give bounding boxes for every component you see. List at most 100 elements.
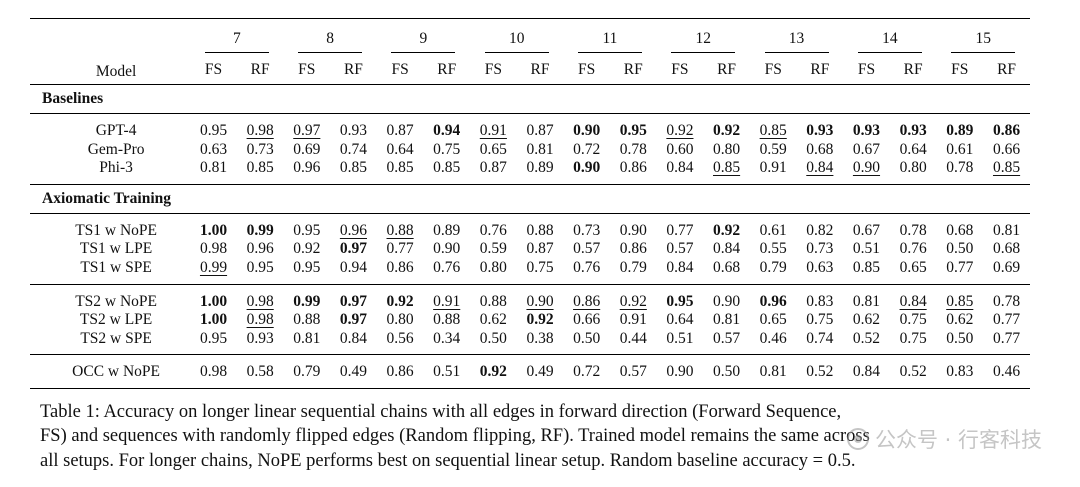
accuracy-value: 0.52 (899, 363, 927, 381)
accuracy-cell: 0.86 (563, 283, 610, 312)
table-row: Phi-3 0.81 0.85 0.96 0.85 0.85 0.85 0.87 0.89 0.9… (30, 159, 1030, 184)
accuracy-cell: 0.90 (609, 212, 657, 241)
accuracy-value: 0.85 (246, 159, 274, 177)
accuracy-value: 0.66 (573, 311, 601, 329)
accuracy-value: 0.98 (246, 311, 274, 329)
accuracy-value: 0.38 (526, 329, 554, 347)
accuracy-value: 0.85 (946, 292, 974, 310)
accuracy-cell: 0.93 (330, 112, 377, 141)
accuracy-value: 0.62 (946, 311, 974, 329)
accuracy-cell: 0.95 (190, 112, 237, 141)
accuracy-value: 0.81 (293, 329, 321, 347)
accuracy-value: 0.57 (619, 363, 647, 381)
accuracy-value: 0.85 (759, 122, 787, 139)
accuracy-value: 0.86 (619, 159, 647, 177)
accuracy-cell: 0.88 (283, 311, 330, 330)
section-row: Axiomatic Training (30, 183, 1030, 214)
accuracy-cell: 0.92 (517, 311, 564, 330)
accuracy-value: 0.77 (386, 240, 414, 258)
accuracy-cell: 0.95 (283, 259, 330, 284)
accuracy-value: 0.92 (619, 292, 647, 310)
chain-length-label: 10 (484, 30, 549, 53)
accuracy-value: 0.78 (946, 159, 974, 177)
rf-column-header: RF (623, 61, 643, 78)
accuracy-cell: 0.91 (470, 112, 517, 141)
accuracy-value: 0.90 (666, 363, 694, 381)
accuracy-cell: 0.98 (190, 354, 237, 389)
accuracy-cell: 0.92 (703, 112, 750, 141)
accuracy-cell: 0.95 (656, 283, 704, 312)
accuracy-cell: 0.85 (983, 159, 1030, 184)
accuracy-cell: 0.63 (797, 259, 844, 284)
accuracy-cell: 0.84 (657, 259, 704, 284)
accuracy-value: 0.87 (386, 122, 414, 139)
table-row: OCC w NoPE 0.98 0.58 0.79 0.49 0.86 0.51 0.92 0.… (30, 354, 1030, 389)
accuracy-value: 0.98 (199, 363, 228, 381)
model-name-cell: GPT-4 (30, 112, 191, 141)
accuracy-cell: 0.69 (283, 141, 330, 160)
table-row: Gem-Pro 0.63 0.73 0.69 0.74 0.64 0.75 0.65 0.81 0… (30, 141, 1030, 160)
accuracy-cell: 0.51 (843, 240, 890, 259)
accuracy-cell: 0.90 (423, 240, 470, 259)
accuracy-cell: 0.62 (843, 311, 890, 330)
accuracy-value: 0.58 (246, 363, 274, 381)
accuracy-value: 0.75 (526, 258, 554, 276)
accuracy-cell: 0.80 (703, 141, 750, 160)
accuracy-value: 0.51 (666, 329, 694, 347)
accuracy-value: 1.00 (199, 221, 228, 239)
chain-length-header: 7 (190, 18, 284, 56)
accuracy-cell: 0.84 (330, 330, 377, 355)
accuracy-cell: 0.56 (377, 330, 424, 355)
accuracy-cell: 0.90 (516, 283, 564, 312)
accuracy-value: 0.51 (852, 240, 881, 258)
accuracy-cell: 0.64 (657, 311, 704, 330)
model-name-cell: TS1 w SPE (80, 258, 152, 276)
accuracy-cell: 0.82 (796, 212, 844, 241)
rf-column-header: RF (997, 61, 1017, 78)
accuracy-cell: 0.34 (423, 330, 470, 355)
table-body: Baselines GPT-4 0.95 0.98 0.97 0.93 0.87 0.94 0.… (30, 84, 1030, 389)
accuracy-value: 0.65 (759, 311, 787, 329)
accuracy-value: 0.86 (386, 258, 414, 276)
table-row: TS2 w LPE 1.00 0.98 0.88 0.97 0.80 0.88 0.62 0.9… (30, 311, 1030, 330)
accuracy-value: 0.97 (293, 122, 321, 139)
accuracy-cell: 1.00 (190, 212, 237, 241)
accuracy-cell: 0.65 (890, 259, 937, 284)
accuracy-value: 0.97 (339, 292, 367, 310)
accuracy-value: 0.83 (946, 363, 974, 381)
accuracy-cell: 0.66 (983, 141, 1030, 160)
accuracy-value: 0.52 (852, 329, 881, 347)
accuracy-value: 0.75 (899, 311, 927, 329)
accuracy-cell: 0.85 (749, 112, 797, 141)
accuracy-cell: 0.50 (936, 240, 983, 259)
accuracy-cell: 0.57 (609, 354, 657, 389)
accuracy-cell: 0.88 (470, 283, 517, 312)
header-row-metrics: FS RF FS RF FS RF FS RF FS RF FS RF FS RF FS RF FS RF (30, 56, 1030, 85)
accuracy-value: 0.90 (526, 292, 554, 310)
section-row: Baselines (30, 84, 1030, 114)
accuracy-cell: 0.57 (563, 240, 610, 259)
fs-column-header: FS (298, 61, 316, 78)
accuracy-cell: 0.87 (517, 240, 564, 259)
rf-column-header: RF (717, 61, 737, 78)
accuracy-cell: 0.76 (890, 240, 937, 259)
accuracy-cell: 0.73 (237, 141, 284, 160)
accuracy-cell: 0.59 (470, 240, 517, 259)
chain-length-label: 9 (391, 30, 456, 53)
accuracy-value: 0.75 (899, 329, 927, 347)
accuracy-cell: 0.92 (470, 354, 517, 389)
accuracy-cell: 0.52 (889, 354, 937, 389)
accuracy-cell: 0.84 (889, 283, 937, 312)
accuracy-value: 0.90 (713, 292, 741, 310)
accuracy-cell: 0.49 (330, 354, 377, 389)
accuracy-value: 0.50 (713, 363, 741, 381)
accuracy-value: 0.92 (713, 221, 741, 239)
accuracy-cell: 0.63 (190, 141, 237, 160)
accuracy-cell: 0.75 (797, 311, 844, 330)
accuracy-cell: 0.68 (936, 212, 984, 241)
accuracy-cell: 0.96 (749, 283, 797, 312)
accuracy-cell: 0.55 (750, 240, 797, 259)
accuracy-cell: 0.97 (283, 112, 331, 141)
accuracy-value: 0.85 (852, 258, 881, 276)
accuracy-value: 0.98 (199, 240, 228, 258)
